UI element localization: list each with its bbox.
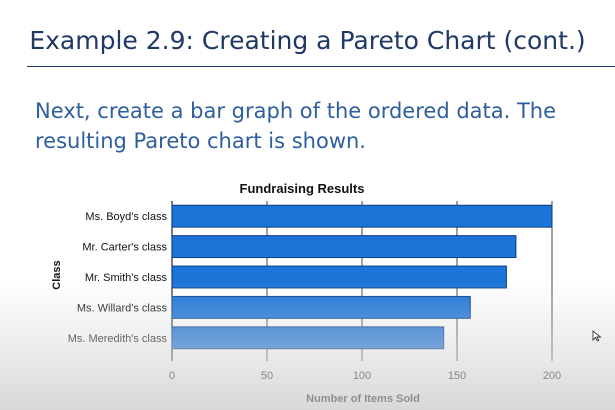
bar — [171, 295, 471, 319]
x-tick-label: 100 — [353, 370, 371, 382]
x-tick-label: 200 — [543, 370, 561, 382]
bar — [171, 326, 445, 350]
chart-x-tick-labels: 0 50 100 150 200 — [169, 370, 561, 382]
bar — [171, 204, 553, 228]
title-divider — [27, 66, 615, 67]
category-label: Mr. Carter's class — [82, 242, 167, 254]
chart-title: Fundraising Results — [240, 181, 365, 196]
bar — [171, 265, 507, 289]
category-label: Ms. Willard's class — [77, 302, 168, 314]
x-tick-label: 150 — [448, 370, 466, 382]
mouse-cursor-icon — [592, 330, 602, 342]
x-tick-label: 50 — [261, 370, 273, 382]
category-label: Mr. Smith's class — [85, 272, 168, 284]
chart-bars — [171, 204, 553, 350]
x-tick-label: 0 — [169, 370, 175, 382]
slide-body-text: Next, create a bar graph of the ordered … — [35, 99, 557, 153]
slide-title: Example 2.9: Creating a Pareto Chart (co… — [29, 26, 586, 55]
bar — [171, 235, 517, 259]
chart-category-labels: Ms. Boyd's class Mr. Carter's class Mr. Sm… — [68, 211, 168, 345]
category-label: Ms. Meredith's class — [68, 333, 168, 345]
x-axis-label: Number of Items Sold — [306, 393, 420, 405]
category-label: Ms. Boyd's class — [85, 211, 167, 223]
y-axis-label: Class — [51, 260, 63, 289]
